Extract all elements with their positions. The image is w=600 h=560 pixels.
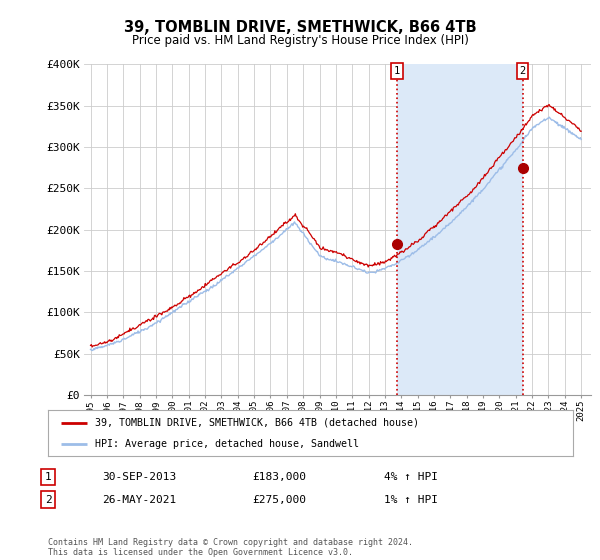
Text: HPI: Average price, detached house, Sandwell: HPI: Average price, detached house, Sand…: [95, 439, 359, 449]
Text: 1% ↑ HPI: 1% ↑ HPI: [384, 494, 438, 505]
Text: 26-MAY-2021: 26-MAY-2021: [102, 494, 176, 505]
Text: 2: 2: [44, 494, 52, 505]
Text: 1: 1: [394, 66, 400, 76]
Text: 30-SEP-2013: 30-SEP-2013: [102, 472, 176, 482]
Text: 39, TOMBLIN DRIVE, SMETHWICK, B66 4TB: 39, TOMBLIN DRIVE, SMETHWICK, B66 4TB: [124, 20, 476, 35]
Text: 1: 1: [44, 472, 52, 482]
Text: Price paid vs. HM Land Registry's House Price Index (HPI): Price paid vs. HM Land Registry's House …: [131, 34, 469, 46]
Text: £183,000: £183,000: [252, 472, 306, 482]
Text: 2: 2: [520, 66, 526, 76]
Text: 39, TOMBLIN DRIVE, SMETHWICK, B66 4TB (detached house): 39, TOMBLIN DRIVE, SMETHWICK, B66 4TB (d…: [95, 418, 419, 428]
Bar: [397, 64, 523, 395]
Text: Contains HM Land Registry data © Crown copyright and database right 2024.
This d: Contains HM Land Registry data © Crown c…: [48, 538, 413, 557]
Text: 4% ↑ HPI: 4% ↑ HPI: [384, 472, 438, 482]
Text: £275,000: £275,000: [252, 494, 306, 505]
